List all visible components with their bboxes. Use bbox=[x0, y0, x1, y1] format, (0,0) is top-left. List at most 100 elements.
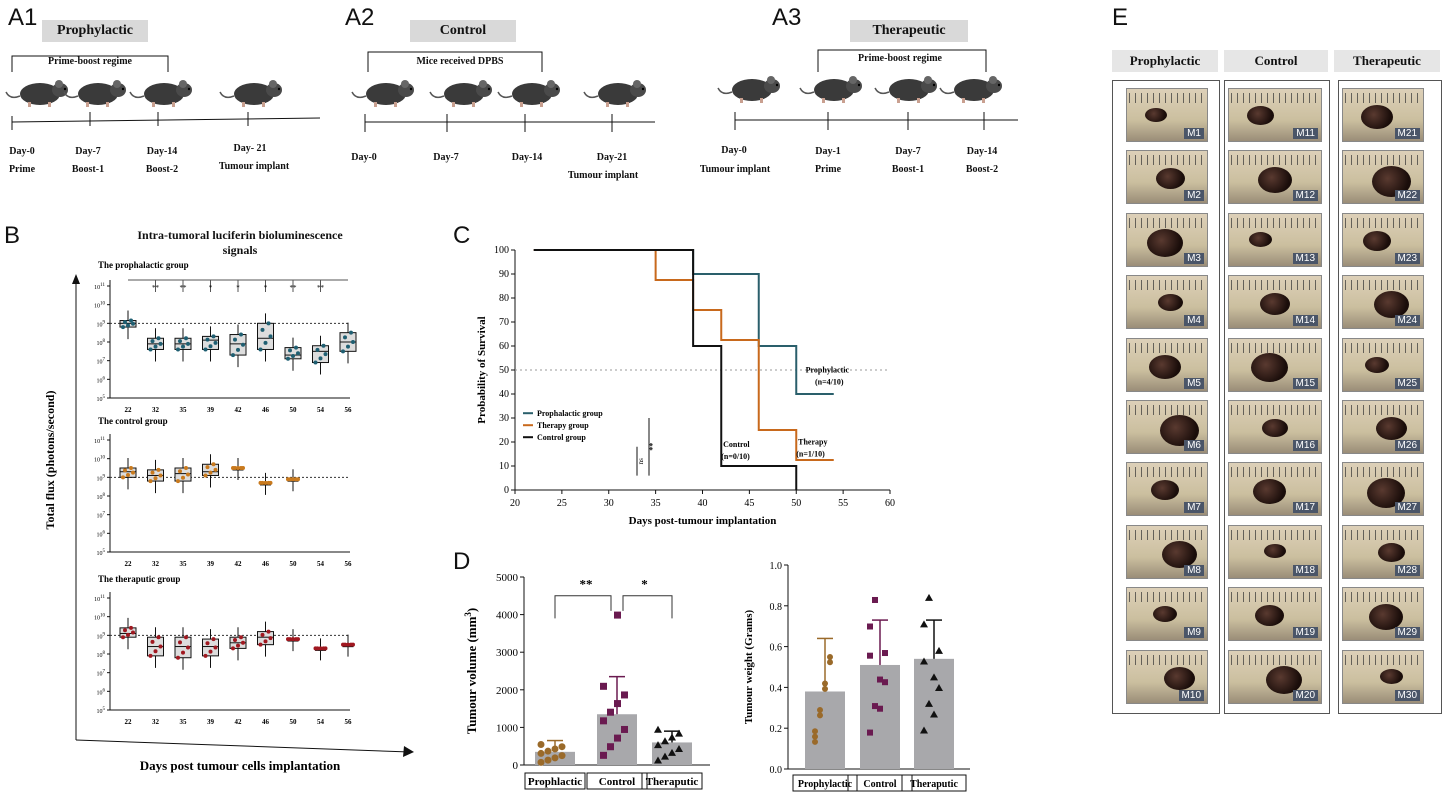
b-ytick-2-10: 1010 bbox=[94, 614, 106, 622]
tumour-specimen bbox=[1369, 603, 1403, 630]
a1-sub-2: Boost-2 bbox=[145, 164, 179, 175]
d2-pt-2-3 bbox=[935, 646, 943, 654]
c-ytick-0: 0 bbox=[504, 485, 509, 496]
c-xtick-45: 45 bbox=[744, 498, 754, 509]
a3-regime: Prime-boost regime bbox=[858, 53, 942, 64]
a2-day-3: Day-21 bbox=[596, 152, 628, 163]
b-box-0-6 bbox=[284, 347, 302, 360]
panel-letter-b: B bbox=[4, 222, 21, 249]
tumour-photo-m16: M16 bbox=[1228, 400, 1322, 454]
b-subplot-0: The prophalactic group 105 106 107 108 109 101… bbox=[94, 260, 357, 414]
tumour-specimen bbox=[1156, 168, 1185, 190]
timeline-a1-title: Prophylactic bbox=[42, 20, 148, 42]
tumour-photo-m14: M14 bbox=[1228, 275, 1322, 330]
tumour-photo-m13: M13 bbox=[1228, 212, 1322, 267]
c-ann-prophy-1: Prophylactic bbox=[806, 365, 850, 374]
a3-day-1: Day-1 bbox=[815, 146, 841, 157]
ruler-graphic bbox=[1231, 405, 1319, 415]
timeline-a3-title: Therapeutic bbox=[850, 20, 968, 42]
d1-ytick-5000: 5000 bbox=[496, 572, 519, 584]
timelines-svg bbox=[5, 49, 1018, 132]
a1-day-3: Day- 21 bbox=[233, 143, 267, 154]
b-group-name-2: The theraputic group bbox=[98, 574, 180, 584]
d2-pt-0-8 bbox=[812, 728, 818, 735]
c-ytick-60: 60 bbox=[499, 341, 509, 352]
d2-bar-0 bbox=[805, 691, 845, 769]
b-xtick-2-3: 39 bbox=[207, 718, 215, 726]
b-point-0-2-3 bbox=[178, 339, 182, 344]
tumour-photo-m1: M1 bbox=[1126, 88, 1208, 142]
c-legend-2: Control group bbox=[537, 433, 586, 442]
b-point-2-4-4 bbox=[239, 635, 243, 640]
b-point-2-0-3 bbox=[123, 628, 127, 633]
d2-ytick-1.0: 1.0 bbox=[770, 561, 783, 572]
tumour-specimen bbox=[1255, 604, 1284, 626]
b-point-1-5-4 bbox=[266, 480, 271, 485]
d1-pt-1-6 bbox=[614, 700, 621, 708]
panel-letter-a2: A2 bbox=[345, 4, 375, 31]
b-ytick-2-11: 1011 bbox=[94, 595, 105, 603]
b-point-0-7-2 bbox=[323, 352, 328, 357]
b-point-0-5-1 bbox=[263, 340, 268, 345]
b-ytick-0-11: 1011 bbox=[94, 283, 105, 291]
b-point-2-3-0 bbox=[203, 653, 208, 658]
tumour-photo-m11: M11 bbox=[1228, 88, 1322, 142]
tumour-specimen bbox=[1374, 291, 1409, 319]
b-point-1-6-1 bbox=[291, 477, 295, 482]
d2-pt-1-0 bbox=[867, 729, 873, 736]
d2-pt-2-7 bbox=[935, 684, 943, 692]
b-point-0-8-1 bbox=[346, 344, 350, 349]
b-point-0-5-4 bbox=[266, 321, 271, 326]
tumour-photo-m24: M24 bbox=[1342, 275, 1424, 330]
b-point-0-4-2 bbox=[241, 342, 245, 347]
c-legend-0: Prophalactic group bbox=[537, 409, 603, 418]
a1-day-1: Day-7 bbox=[75, 146, 101, 157]
b-point-2-4-1 bbox=[236, 643, 240, 648]
ruler-graphic bbox=[1345, 93, 1421, 103]
d2-cat-0: Prophylactic bbox=[798, 779, 853, 790]
specimen-label: M18 bbox=[1292, 564, 1318, 576]
b-xtick-1-2: 35 bbox=[180, 560, 188, 568]
b-ytick-1-5: 105 bbox=[97, 549, 106, 557]
d1-outlier bbox=[614, 611, 621, 619]
d2-ytick-0.8: 0.8 bbox=[770, 602, 783, 613]
tumour-specimen bbox=[1258, 166, 1292, 193]
b-xtick-0-8: 56 bbox=[345, 406, 353, 414]
tumour-specimen bbox=[1145, 107, 1167, 122]
tumour-specimen bbox=[1153, 606, 1177, 623]
a3-sub-1: Prime bbox=[814, 164, 842, 175]
ruler-graphic bbox=[1345, 592, 1421, 603]
b-point-1-2-3 bbox=[178, 469, 182, 474]
d1-pt-0-5 bbox=[544, 747, 552, 755]
ruler-graphic bbox=[1129, 654, 1205, 665]
specimen-label: M10 bbox=[1178, 689, 1204, 701]
b-xtick-2-7: 54 bbox=[317, 718, 325, 726]
d2-cat-2: Theraputic bbox=[910, 779, 958, 790]
b-ytick-2-8: 108 bbox=[97, 651, 106, 659]
b-xtick-2-0: 22 bbox=[125, 718, 133, 726]
b-title-line1: Intra-tumoral luciferin bioluminescence bbox=[137, 228, 343, 242]
ruler-graphic bbox=[1129, 280, 1205, 291]
b-point-2-1-1 bbox=[153, 649, 158, 654]
b-point-0-2-4 bbox=[184, 336, 188, 341]
b-point-1-3-1 bbox=[208, 470, 213, 475]
a3-mouse-2 bbox=[799, 75, 863, 104]
tumour-specimen bbox=[1247, 106, 1274, 126]
b-xtick-0-7: 54 bbox=[317, 406, 325, 414]
e-col-frame-1 bbox=[1112, 80, 1220, 714]
b-xaxis-arrow bbox=[403, 746, 414, 757]
tumour-specimen bbox=[1376, 417, 1407, 441]
specimen-label: M5 bbox=[1184, 377, 1204, 389]
a2-bracket bbox=[367, 51, 543, 72]
d1-pt-2-6 bbox=[668, 733, 676, 741]
a1-day-0: Day-0 bbox=[9, 146, 35, 157]
c-ann-therapy-1: Therapy bbox=[798, 437, 827, 446]
a2-day-1: Day-7 bbox=[433, 152, 459, 163]
ruler-graphic bbox=[1345, 217, 1421, 228]
specimen-label: M13 bbox=[1292, 252, 1318, 264]
b-subplot-2: The theraputic group 105 106 107 108 109 1010 1… bbox=[94, 574, 355, 726]
b-point-0-2-1 bbox=[181, 344, 185, 349]
b-point-0-4-1 bbox=[236, 347, 240, 352]
c-xtick-35: 35 bbox=[651, 498, 661, 509]
b-point-0-5-3 bbox=[260, 327, 265, 332]
